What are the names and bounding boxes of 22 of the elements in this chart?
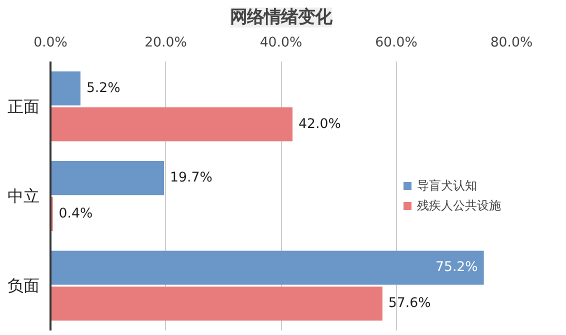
data-label: 0.4% [58,206,93,222]
data-label: 57.6% [388,296,431,312]
x-tick-label: 0.0% [34,36,68,50]
y-tick-label: 中立 [8,186,40,206]
bar [50,161,164,196]
chart-title: 网络情绪变化 [230,8,333,28]
bar [50,250,484,285]
data-label: 42.0% [298,116,341,132]
x-tick-label: 20.0% [144,36,187,50]
data-label: 19.7% [170,170,212,186]
bar [50,286,382,321]
bar [50,71,80,106]
bar [50,107,293,142]
y-tick-label: 正面 [8,96,40,116]
x-tick-label: 80.0% [490,36,533,50]
data-label: 5.2% [86,80,120,96]
data-label: 75.2% [436,260,478,276]
x-tick-label: 60.0% [375,36,418,50]
legend-label: 残疾人公共设施 [417,197,501,214]
y-tick-label: 负面 [8,276,40,296]
legend-label: 导盲犬认知 [417,177,477,194]
x-tick-label: 40.0% [260,36,302,50]
